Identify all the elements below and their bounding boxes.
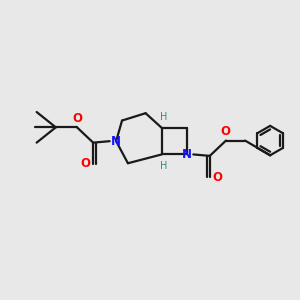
Text: O: O xyxy=(73,112,82,125)
Text: O: O xyxy=(213,171,223,184)
Text: H: H xyxy=(160,112,168,122)
Text: O: O xyxy=(80,157,90,170)
Text: H: H xyxy=(160,160,168,171)
Text: O: O xyxy=(220,125,230,138)
Text: N: N xyxy=(182,148,192,161)
Text: N: N xyxy=(111,135,121,148)
